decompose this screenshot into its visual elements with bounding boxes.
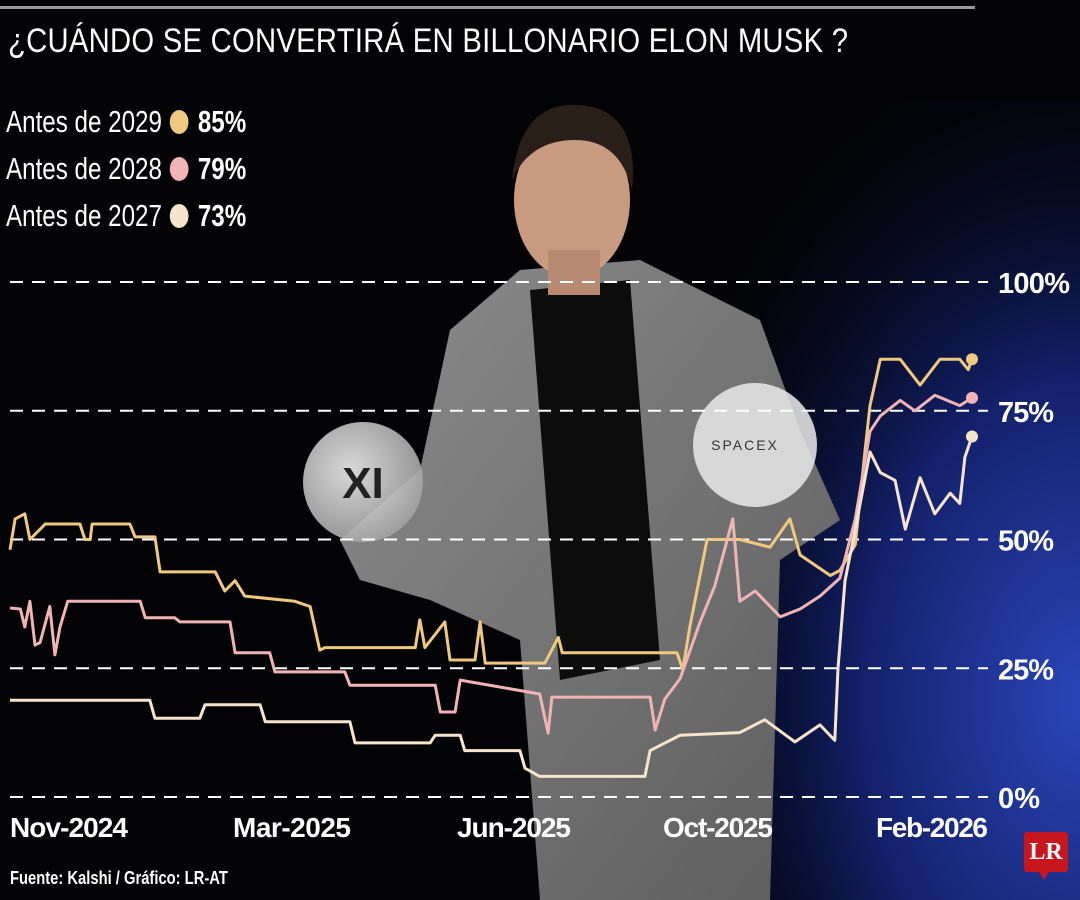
xai-orb: XI <box>303 422 423 542</box>
chart-title: ¿CUÁNDO SE CONVERTIRÁ EN BILLONARIO ELON… <box>8 22 849 60</box>
legend-label: Antes de 2028 <box>6 150 162 186</box>
x-tick-label: Jun-2025 <box>457 812 571 843</box>
source-note: Fuente: Kalshi / Gráfico: LR-AT <box>10 868 228 888</box>
x-tick-label: Oct-2025 <box>663 812 773 843</box>
legend-dot-icon <box>169 156 189 181</box>
y-tick-label: 100% <box>998 268 1070 300</box>
series-endpoint-marker <box>966 353 978 366</box>
series-line-antes-de-2027 <box>10 436 974 778</box>
legend-value: 79% <box>197 150 247 186</box>
legend: Antes de 2029 85% Antes de 2028 79% Ante… <box>6 98 314 239</box>
legend-value: 73% <box>197 197 247 233</box>
series-line-antes-de-2029 <box>8 357 974 672</box>
legend-label: Antes de 2029 <box>6 103 162 139</box>
y-tick-label: 75% <box>998 397 1054 429</box>
legend-item-2028: Antes de 2028 79% <box>6 145 246 192</box>
legend-item-2029: Antes de 2029 85% <box>6 98 246 145</box>
series-endpoint-marker <box>966 391 978 404</box>
legend-dot-icon <box>169 109 189 134</box>
legend-item-2027: Antes de 2027 73% <box>6 192 246 239</box>
x-tick-label: Mar-2025 <box>233 812 351 843</box>
legend-label: Antes de 2027 <box>6 197 162 233</box>
y-tick-label: 0% <box>998 783 1040 815</box>
xai-logo-text: XI <box>342 459 384 508</box>
series-endpoint-marker <box>966 430 978 443</box>
spacex-orb: SPACEX <box>693 383 817 507</box>
legend-value: 85% <box>197 103 247 139</box>
top-rule <box>0 6 975 9</box>
x-tick-label: Nov-2024 <box>10 812 128 843</box>
legend-dot-icon <box>169 203 189 228</box>
spacex-logo-text: SPACEX <box>711 437 779 453</box>
x-tick-label: Feb-2026 <box>876 812 988 843</box>
y-tick-label: 25% <box>998 654 1054 686</box>
lr-logo: LR <box>1024 832 1068 880</box>
y-tick-label: 50% <box>998 526 1054 558</box>
series-line-antes-de-2028 <box>9 393 973 735</box>
